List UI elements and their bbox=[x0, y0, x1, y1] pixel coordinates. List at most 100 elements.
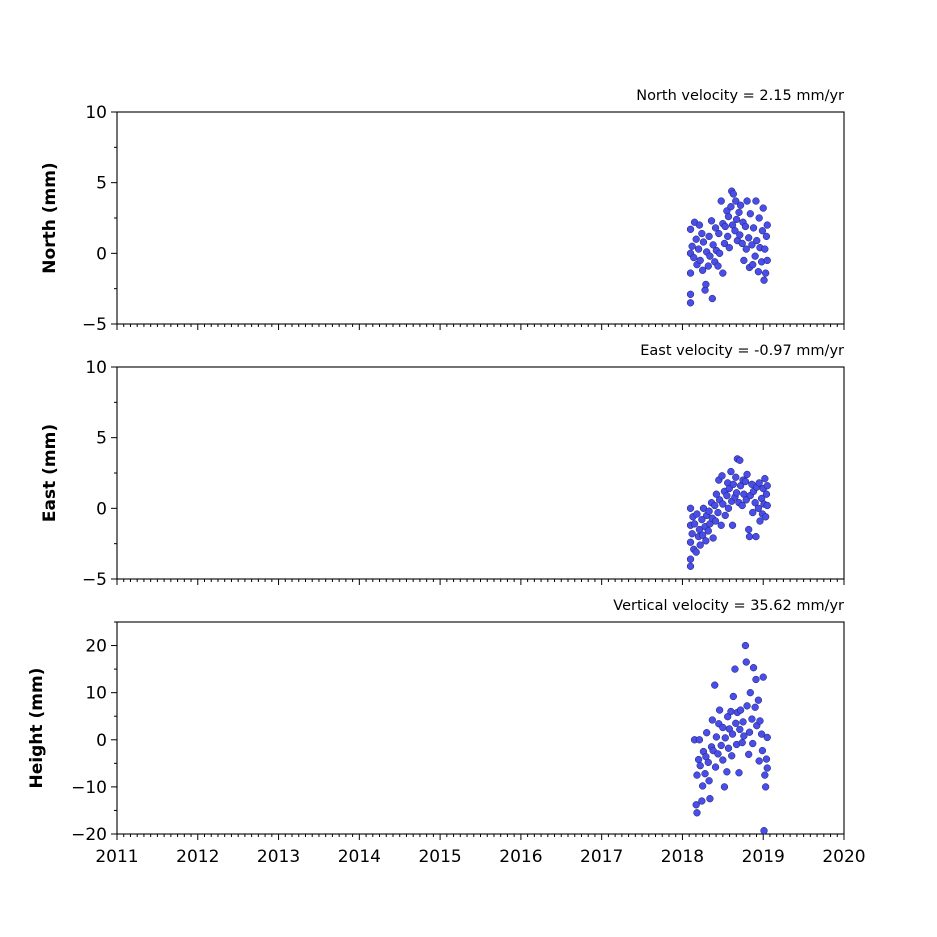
height-data-point bbox=[760, 827, 768, 835]
height-data-point bbox=[728, 752, 736, 760]
north-data-point bbox=[763, 256, 771, 265]
north-panel: North velocity = 2.15 mm/yr North (mm) −5 0… bbox=[40, 88, 845, 335]
north-data-point bbox=[749, 224, 758, 232]
north-y-tick-label: −5 bbox=[82, 315, 107, 335]
height-data-point bbox=[711, 763, 720, 771]
height-data-point bbox=[701, 770, 709, 778]
height-data-point bbox=[732, 719, 740, 727]
north-data-point bbox=[762, 269, 770, 277]
height-data-point bbox=[762, 755, 771, 763]
height-data-point bbox=[712, 733, 721, 741]
east-data-point bbox=[761, 475, 769, 483]
east-data-point bbox=[692, 548, 700, 556]
height-data-point bbox=[763, 733, 771, 742]
height-data-point bbox=[719, 756, 727, 764]
height-data-point bbox=[751, 703, 759, 711]
height-data-point bbox=[731, 665, 739, 673]
north-data-point bbox=[711, 224, 720, 232]
north-data-point bbox=[759, 204, 767, 212]
x-tick-label: 2012 bbox=[176, 847, 219, 867]
height-data-point bbox=[727, 707, 735, 716]
height-data-point bbox=[695, 736, 704, 744]
height-data-point bbox=[741, 641, 750, 650]
east-data-point bbox=[729, 480, 737, 488]
height-data-point bbox=[721, 734, 729, 742]
height-data-point bbox=[728, 730, 737, 738]
north-data-point bbox=[735, 208, 743, 217]
north-data-point bbox=[720, 239, 729, 248]
east-data-point bbox=[728, 521, 737, 529]
north-data-point bbox=[705, 232, 713, 241]
height-data-point bbox=[735, 769, 743, 777]
north-data-point bbox=[727, 203, 735, 211]
east-data-point bbox=[688, 530, 696, 538]
east-data-point bbox=[763, 482, 771, 490]
north-data-point bbox=[717, 197, 725, 205]
height-data-point bbox=[752, 675, 760, 684]
north-data-point bbox=[724, 232, 732, 241]
east-y-tick-label: −5 bbox=[82, 570, 107, 590]
x-tick-label: 2013 bbox=[257, 847, 300, 867]
north-data-point bbox=[708, 294, 716, 303]
x-tick-label: 2018 bbox=[661, 847, 704, 867]
east-y-tick-label: 5 bbox=[96, 429, 107, 449]
height-data-point bbox=[739, 718, 747, 726]
height-plot-frame bbox=[116, 621, 845, 835]
north-data-point bbox=[707, 217, 716, 225]
north-data-point bbox=[696, 256, 704, 265]
north-data-point bbox=[721, 222, 729, 231]
height-data-point bbox=[724, 713, 732, 721]
height-data-point bbox=[745, 750, 753, 759]
north-data-point bbox=[686, 225, 695, 233]
north-data-point bbox=[760, 276, 768, 284]
north-data-point bbox=[751, 252, 759, 260]
height-data-point bbox=[693, 771, 701, 779]
east-data-point bbox=[724, 504, 733, 512]
height-data-point bbox=[759, 673, 767, 681]
east-data-point bbox=[755, 479, 763, 487]
height-y-tick-label: 0 bbox=[96, 731, 107, 751]
height-data-point bbox=[736, 706, 745, 714]
east-data-point bbox=[711, 501, 719, 510]
east-y-axis-label: East (mm) bbox=[40, 424, 60, 522]
north-data-point bbox=[702, 280, 710, 289]
north-data-point bbox=[754, 268, 763, 276]
east-data-point bbox=[721, 511, 729, 520]
east-data-point bbox=[756, 517, 764, 525]
height-data-point bbox=[714, 750, 722, 758]
height-data-point bbox=[729, 692, 737, 701]
east-data-point bbox=[732, 489, 741, 497]
north-data-point bbox=[755, 214, 763, 222]
height-data-point bbox=[724, 744, 733, 752]
east-data-point bbox=[717, 521, 725, 529]
north-data-point bbox=[695, 221, 704, 229]
north-data-point bbox=[699, 238, 708, 246]
north-data-point bbox=[742, 245, 750, 253]
east-data-point bbox=[712, 490, 721, 498]
height-data-point bbox=[761, 771, 769, 779]
x-tick-label: 2015 bbox=[418, 847, 461, 867]
height-data-point bbox=[756, 717, 764, 725]
north-data-point bbox=[686, 290, 695, 298]
north-data-point bbox=[746, 210, 754, 218]
north-data-point bbox=[709, 241, 717, 249]
east-data-point bbox=[749, 508, 757, 517]
north-data-point bbox=[692, 235, 700, 243]
east-data-point bbox=[686, 555, 695, 563]
east-data-point bbox=[751, 499, 759, 507]
height-data-point bbox=[696, 762, 704, 770]
east-data-point bbox=[696, 541, 704, 549]
height-data-point bbox=[704, 758, 712, 767]
height-data-point bbox=[693, 809, 701, 817]
height-data-point bbox=[723, 768, 731, 776]
height-data-point bbox=[757, 730, 766, 738]
north-data-point bbox=[686, 269, 695, 277]
north-data-point bbox=[741, 222, 750, 231]
east-data-point bbox=[718, 472, 726, 480]
height-data-point bbox=[746, 689, 754, 697]
east-data-point bbox=[702, 537, 710, 545]
east-data-point bbox=[763, 501, 771, 510]
north-data-point bbox=[715, 249, 724, 257]
x-tick-label: 2016 bbox=[499, 847, 542, 867]
north-data-point bbox=[736, 231, 744, 239]
